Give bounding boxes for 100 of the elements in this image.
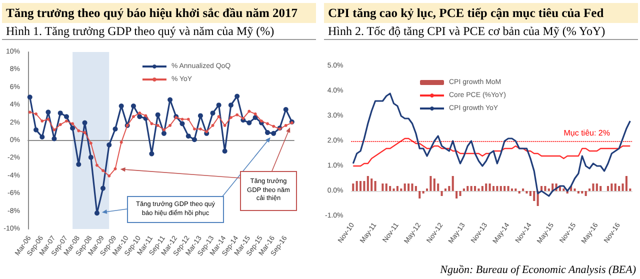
point [28,110,32,114]
bar [485,184,488,191]
ref-line-label: Mục tiêu: 2% [564,128,610,138]
point [222,148,228,154]
point [58,123,62,126]
point [217,115,220,118]
bar [610,184,613,191]
bar [488,184,491,191]
point [180,118,184,121]
bar [474,186,476,191]
bar [496,186,498,191]
bar [374,181,376,191]
point [156,124,160,127]
point [112,126,118,132]
point [229,116,232,119]
bar [596,184,598,191]
bar [363,181,366,191]
point [236,113,239,116]
bar [352,184,354,191]
bar [618,186,620,191]
bar [504,186,506,191]
point [246,120,252,126]
point [168,97,173,102]
point [210,110,216,116]
point [27,94,32,100]
point [52,128,56,132]
point [271,130,276,136]
point [34,112,38,116]
bar [507,186,510,191]
point [106,142,112,148]
bar [481,186,484,191]
point [46,110,51,115]
point [40,134,45,140]
point [64,114,69,120]
point [186,118,190,121]
point [162,128,166,132]
bar [606,186,610,191]
point [88,154,94,160]
point [265,130,270,136]
point [52,136,57,142]
bar [433,178,436,191]
bar [492,186,495,191]
bar [456,191,458,198]
point [94,210,100,216]
point [82,120,88,126]
bar [600,186,602,191]
point [137,114,142,120]
bar [592,184,594,191]
point [211,124,214,127]
point [284,124,288,127]
bar [544,186,546,191]
bar [614,184,616,191]
point [254,112,257,116]
bar [385,184,388,191]
point [180,121,185,126]
point [272,124,276,128]
point [108,174,111,178]
bar [396,186,398,191]
line-series [28,110,294,178]
chart-subtitle: Hình 2. Tốc độ tăng CPI và PCE cơ bản của Mỹ (% YoY) [324,24,638,40]
bar [404,184,406,191]
point [186,134,191,139]
bar [418,191,421,198]
point [83,131,86,134]
point [149,151,154,156]
bar [533,191,536,201]
bar [466,186,469,191]
bar [414,186,417,191]
point [71,122,74,126]
point [132,115,135,118]
bar [448,186,450,191]
point [266,122,270,126]
chart-title: Tăng trưởng theo quý báo hiệu khởi sắc đầu năm 2017 [2,3,316,23]
bar [452,176,454,191]
point [40,120,44,123]
point [100,186,106,191]
point [101,169,104,172]
point [70,126,76,131]
line-series [352,138,631,167]
chart-title: CPI tăng cao kỷ lục, PCE tiếp cận mục tiêu của Fed [324,3,638,23]
bar [389,186,392,191]
point [223,124,226,127]
bar [500,186,502,191]
point [228,102,234,108]
point [234,94,240,99]
bar [370,178,373,191]
line-series [352,92,631,197]
point [34,127,39,132]
point [130,103,136,108]
bar [411,184,414,191]
point [95,164,98,167]
point [76,162,82,167]
bar [470,186,472,191]
point [150,122,154,126]
point [58,110,63,116]
point [161,130,166,136]
point [192,137,197,142]
bar [459,191,462,196]
bar [356,181,358,191]
bar [625,176,628,191]
